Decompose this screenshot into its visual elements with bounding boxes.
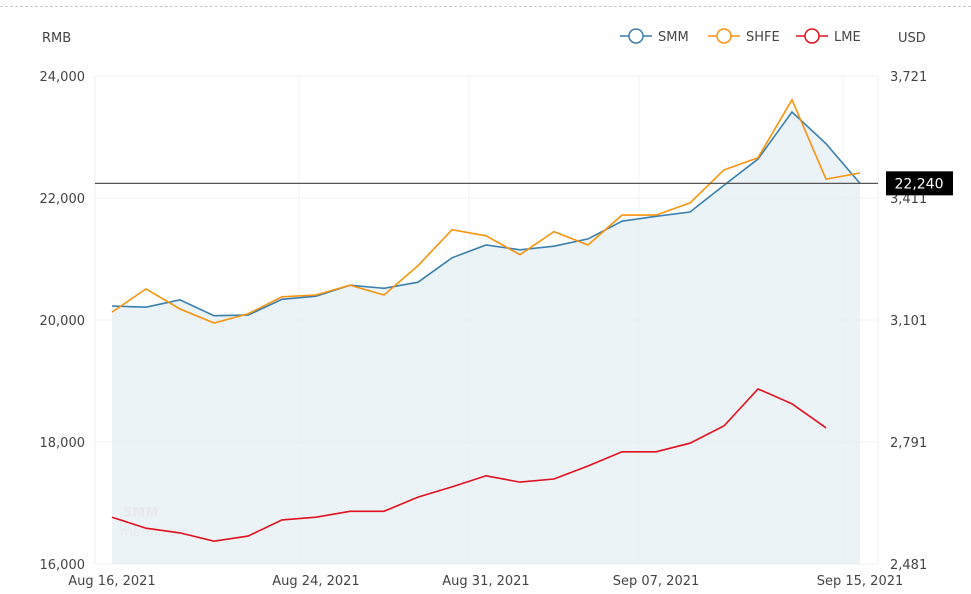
series-line-lme <box>111 387 827 543</box>
x-tick-label: Sep 07, 2021 <box>613 574 700 589</box>
series-area-smm <box>112 112 860 564</box>
x-tick-label: Sep 15, 2021 <box>817 574 904 589</box>
x-tick-label: Aug 16, 2021 <box>68 574 155 589</box>
x-tick-label: Aug 31, 2021 <box>442 574 529 589</box>
legend-marker-icon <box>804 28 820 44</box>
left-tick-label: 22,000 <box>40 192 86 207</box>
legend-marker-icon <box>716 28 732 44</box>
right-tick-label: 2,791 <box>890 436 927 451</box>
left-axis-label: RMB <box>42 31 71 46</box>
left-tick-label: 18,000 <box>40 436 86 451</box>
left-tick-label: 24,000 <box>40 70 86 85</box>
left-tick-label: 20,000 <box>40 314 86 329</box>
legend-label-smm[interactable]: SMM <box>658 30 689 45</box>
right-axis-label: USD <box>898 31 926 46</box>
x-tick-label: Aug 24, 2021 <box>272 574 359 589</box>
right-tick-label: 2,481 <box>890 558 927 573</box>
current-price-label: 22,240 <box>895 176 944 192</box>
left-tick-label: 16,000 <box>40 558 86 573</box>
legend-label-lme[interactable]: LME <box>834 30 861 45</box>
legend-marker-icon <box>628 28 644 44</box>
current-price-badge <box>886 171 953 196</box>
right-tick-label: 3,101 <box>890 314 927 329</box>
right-tick-label: 3,411 <box>890 192 927 207</box>
top-divider <box>0 6 971 7</box>
right-tick-label: 3,721 <box>890 70 927 85</box>
legend-label-shfe[interactable]: SHFE <box>746 30 780 45</box>
